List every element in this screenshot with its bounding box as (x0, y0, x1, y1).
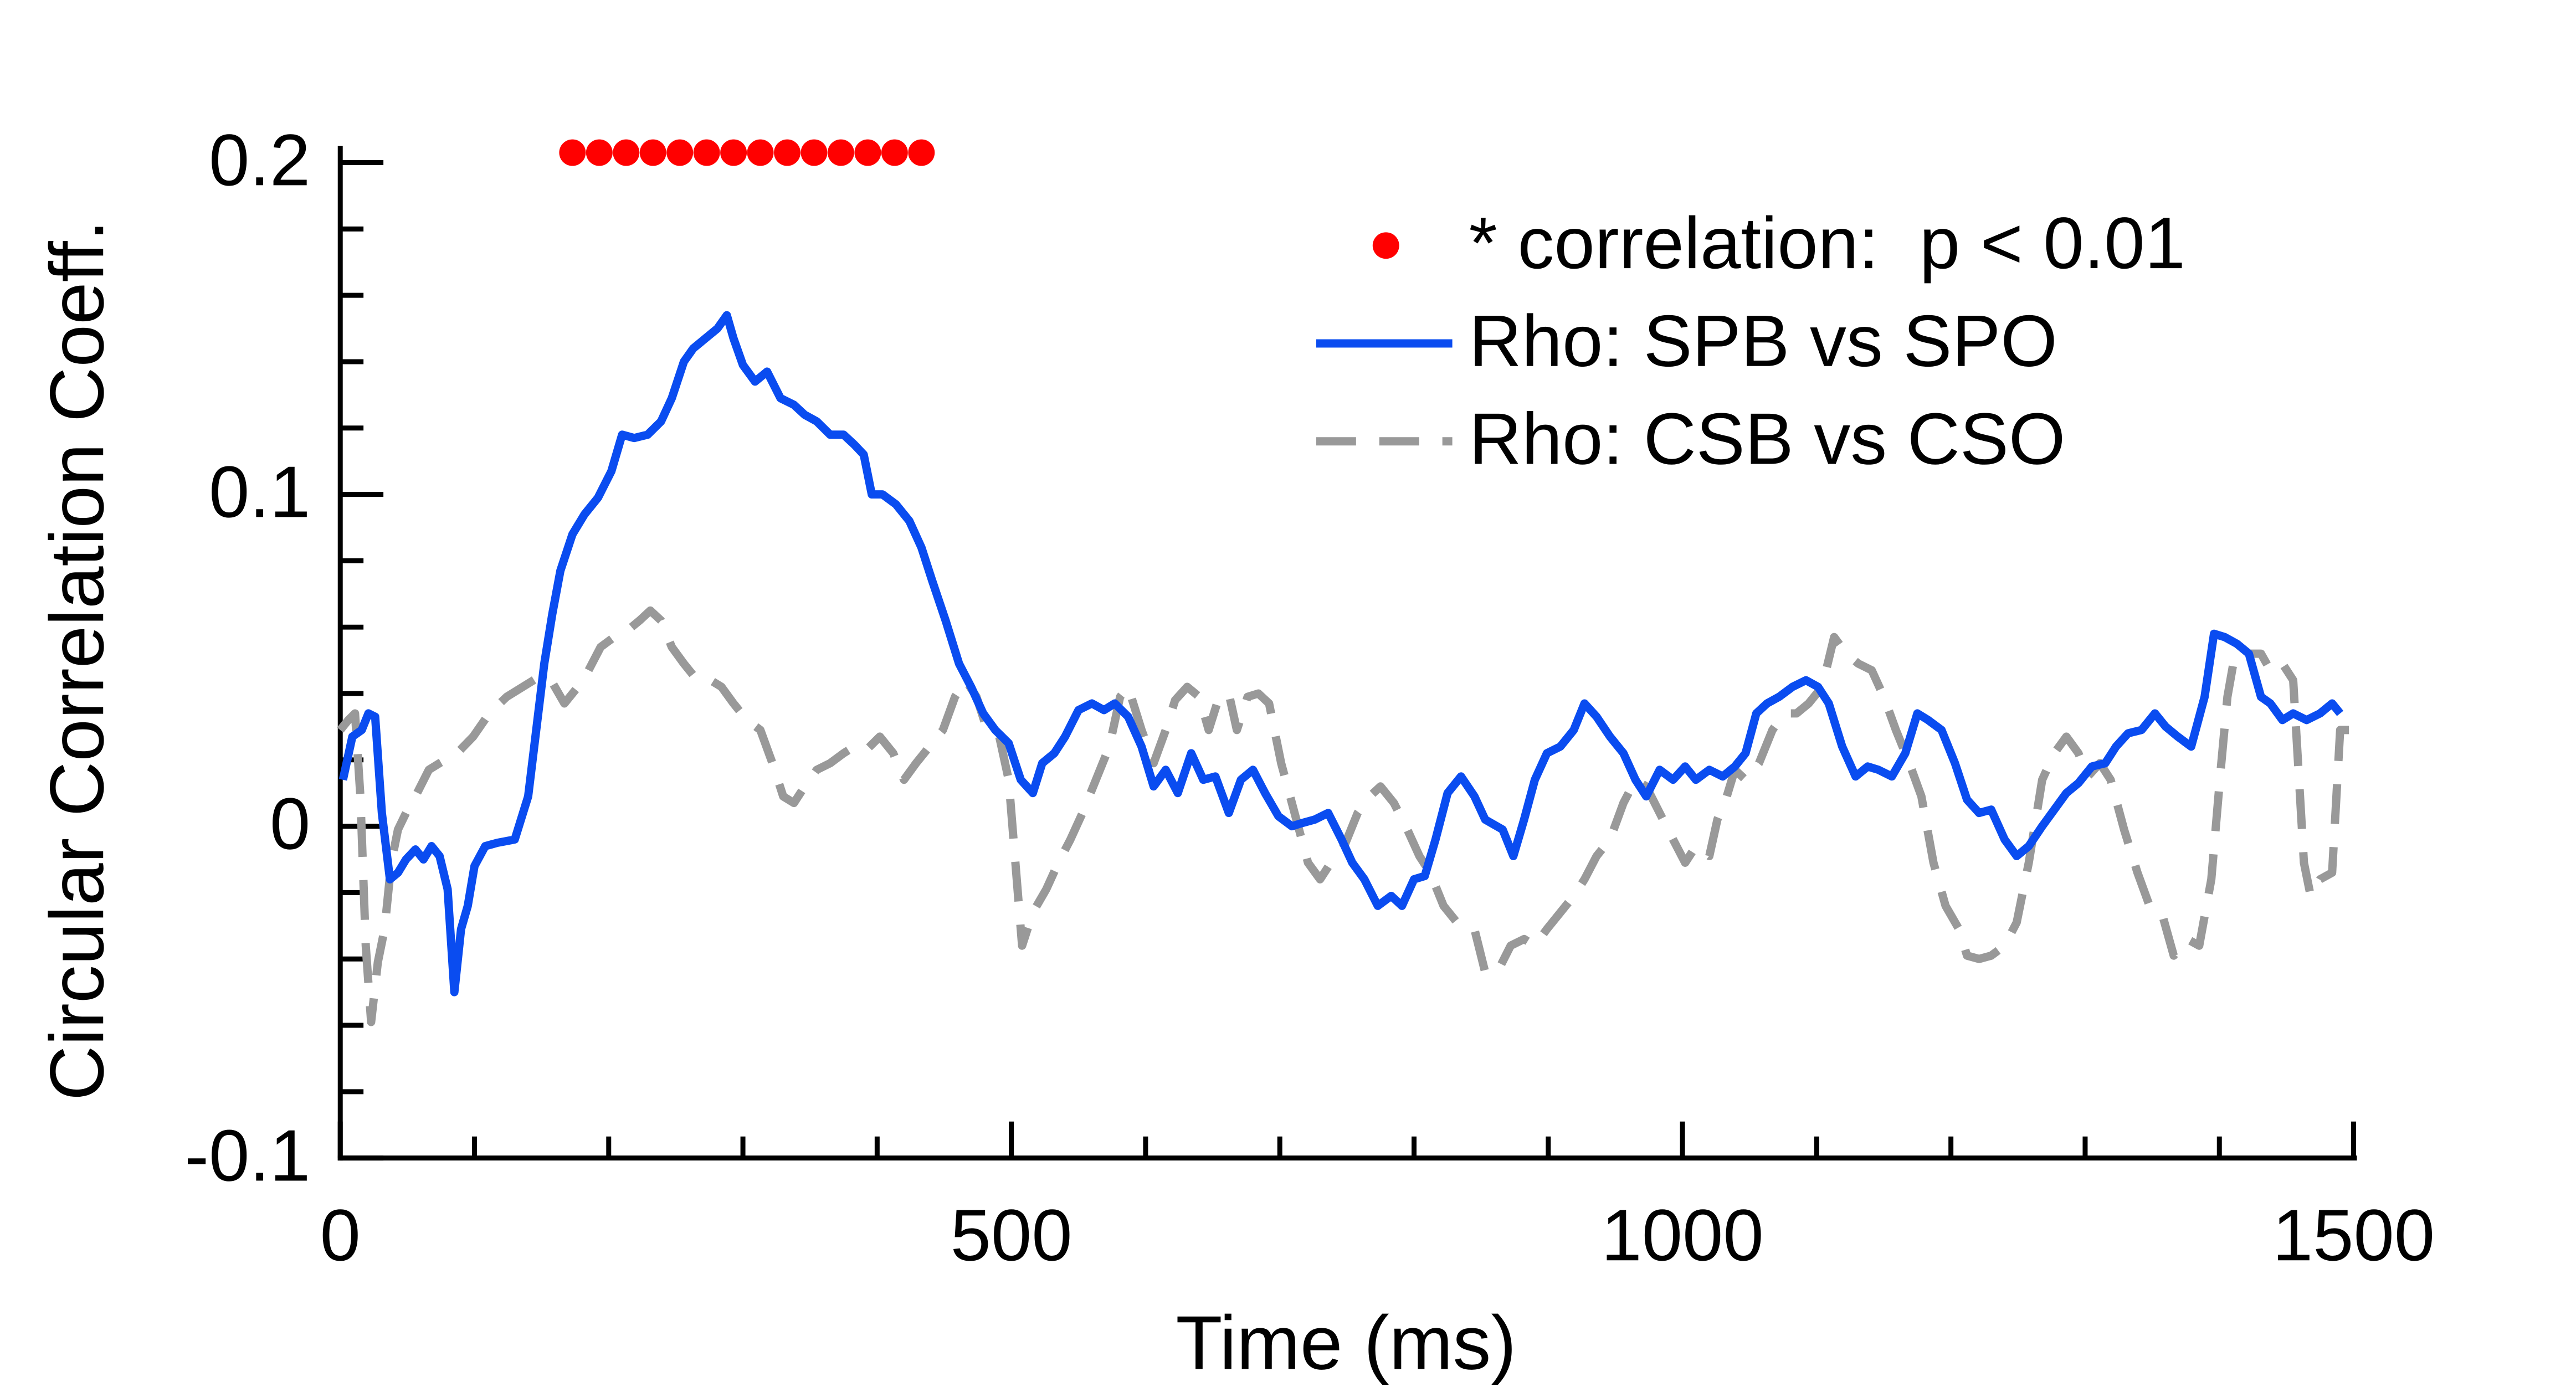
significance-dot (720, 139, 747, 166)
significance-dot (908, 139, 935, 166)
significance-dot (639, 139, 666, 166)
significance-dot (666, 139, 694, 166)
y-tick-label: 0.2 (209, 119, 310, 201)
significance-dot (800, 139, 828, 166)
significance-dot (693, 139, 720, 166)
significance-dot (774, 139, 800, 166)
line (338, 311, 2344, 996)
significance-dot (559, 139, 586, 166)
x-axis-title: Time (ms) (1176, 1301, 1516, 1386)
y-axis-title: Circular Correlation Coeff. (34, 220, 120, 1101)
significance-dot (613, 139, 640, 166)
y-tick-label: 0.1 (209, 451, 310, 532)
y-tick-label: 0 (270, 783, 310, 864)
x-tick-label: 500 (951, 1194, 1073, 1276)
x-tick-label: 1500 (2272, 1194, 2435, 1276)
significance-dot (747, 139, 774, 166)
significance-dot (854, 139, 881, 166)
legend-label: Rho: CSB vs CSO (1469, 398, 2066, 480)
significance-dot (827, 139, 854, 166)
x-tick-label: 1000 (1601, 1194, 1763, 1276)
significance-dot (586, 139, 613, 166)
legend-label: Rho: SPB vs SPO (1469, 300, 2057, 382)
y-tick-label: -0.1 (184, 1114, 310, 1196)
legend-marker (1372, 232, 1399, 259)
significance-dot (881, 139, 908, 166)
x-tick-label: 0 (320, 1194, 361, 1276)
legend-label: * correlation: p < 0.01 (1469, 202, 2185, 284)
